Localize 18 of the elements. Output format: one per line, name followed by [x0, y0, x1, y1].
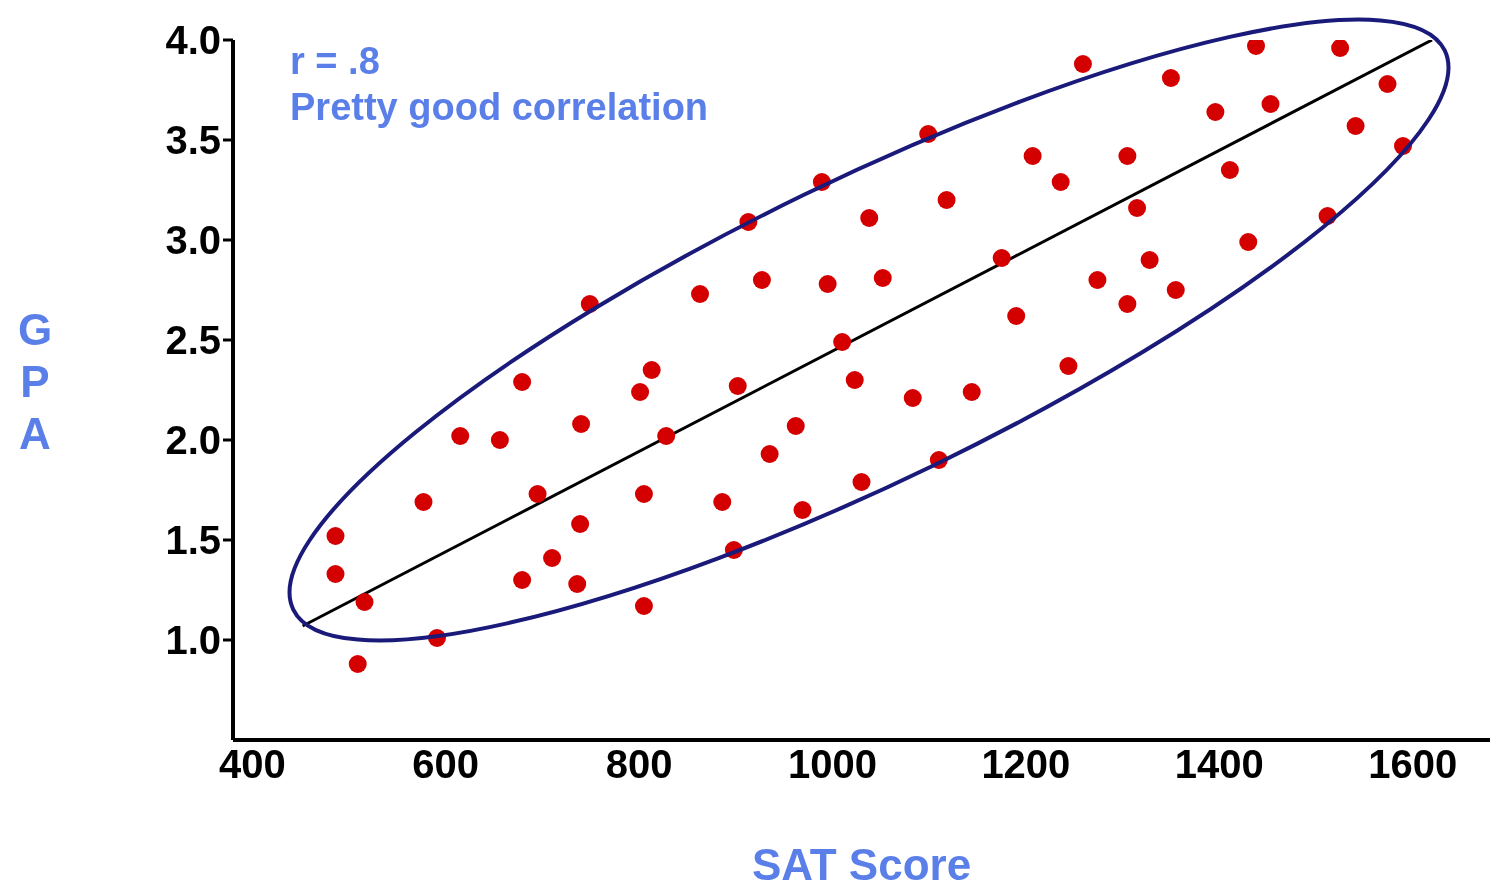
annotation: r = .8	[290, 39, 381, 84]
x-tick-label: 600	[412, 742, 480, 787]
x-axis-title: SAT Score	[751, 840, 972, 886]
x-tick-label: 1000	[788, 742, 877, 787]
y-tick-label: 3.0	[165, 218, 221, 263]
y-axis-title: GPA	[17, 305, 53, 458]
x-tick-label: 800	[605, 742, 673, 787]
x-tick-label: 1200	[981, 742, 1071, 787]
y-tick-label: 1.0	[165, 618, 221, 663]
y-tick-label: 2.0	[165, 418, 221, 463]
annotation: Pretty good correlation	[290, 85, 709, 130]
x-tick-label: 400	[218, 742, 286, 787]
y-tick-label: 4.0	[165, 18, 221, 63]
x-tick-label: 1600	[1368, 742, 1458, 787]
x-tick-label: 1400	[1174, 742, 1264, 787]
y-tick-label: 1.5	[165, 518, 221, 563]
y-tick-label: 2.5	[165, 318, 221, 363]
y-tick-label: 3.5	[165, 118, 221, 163]
